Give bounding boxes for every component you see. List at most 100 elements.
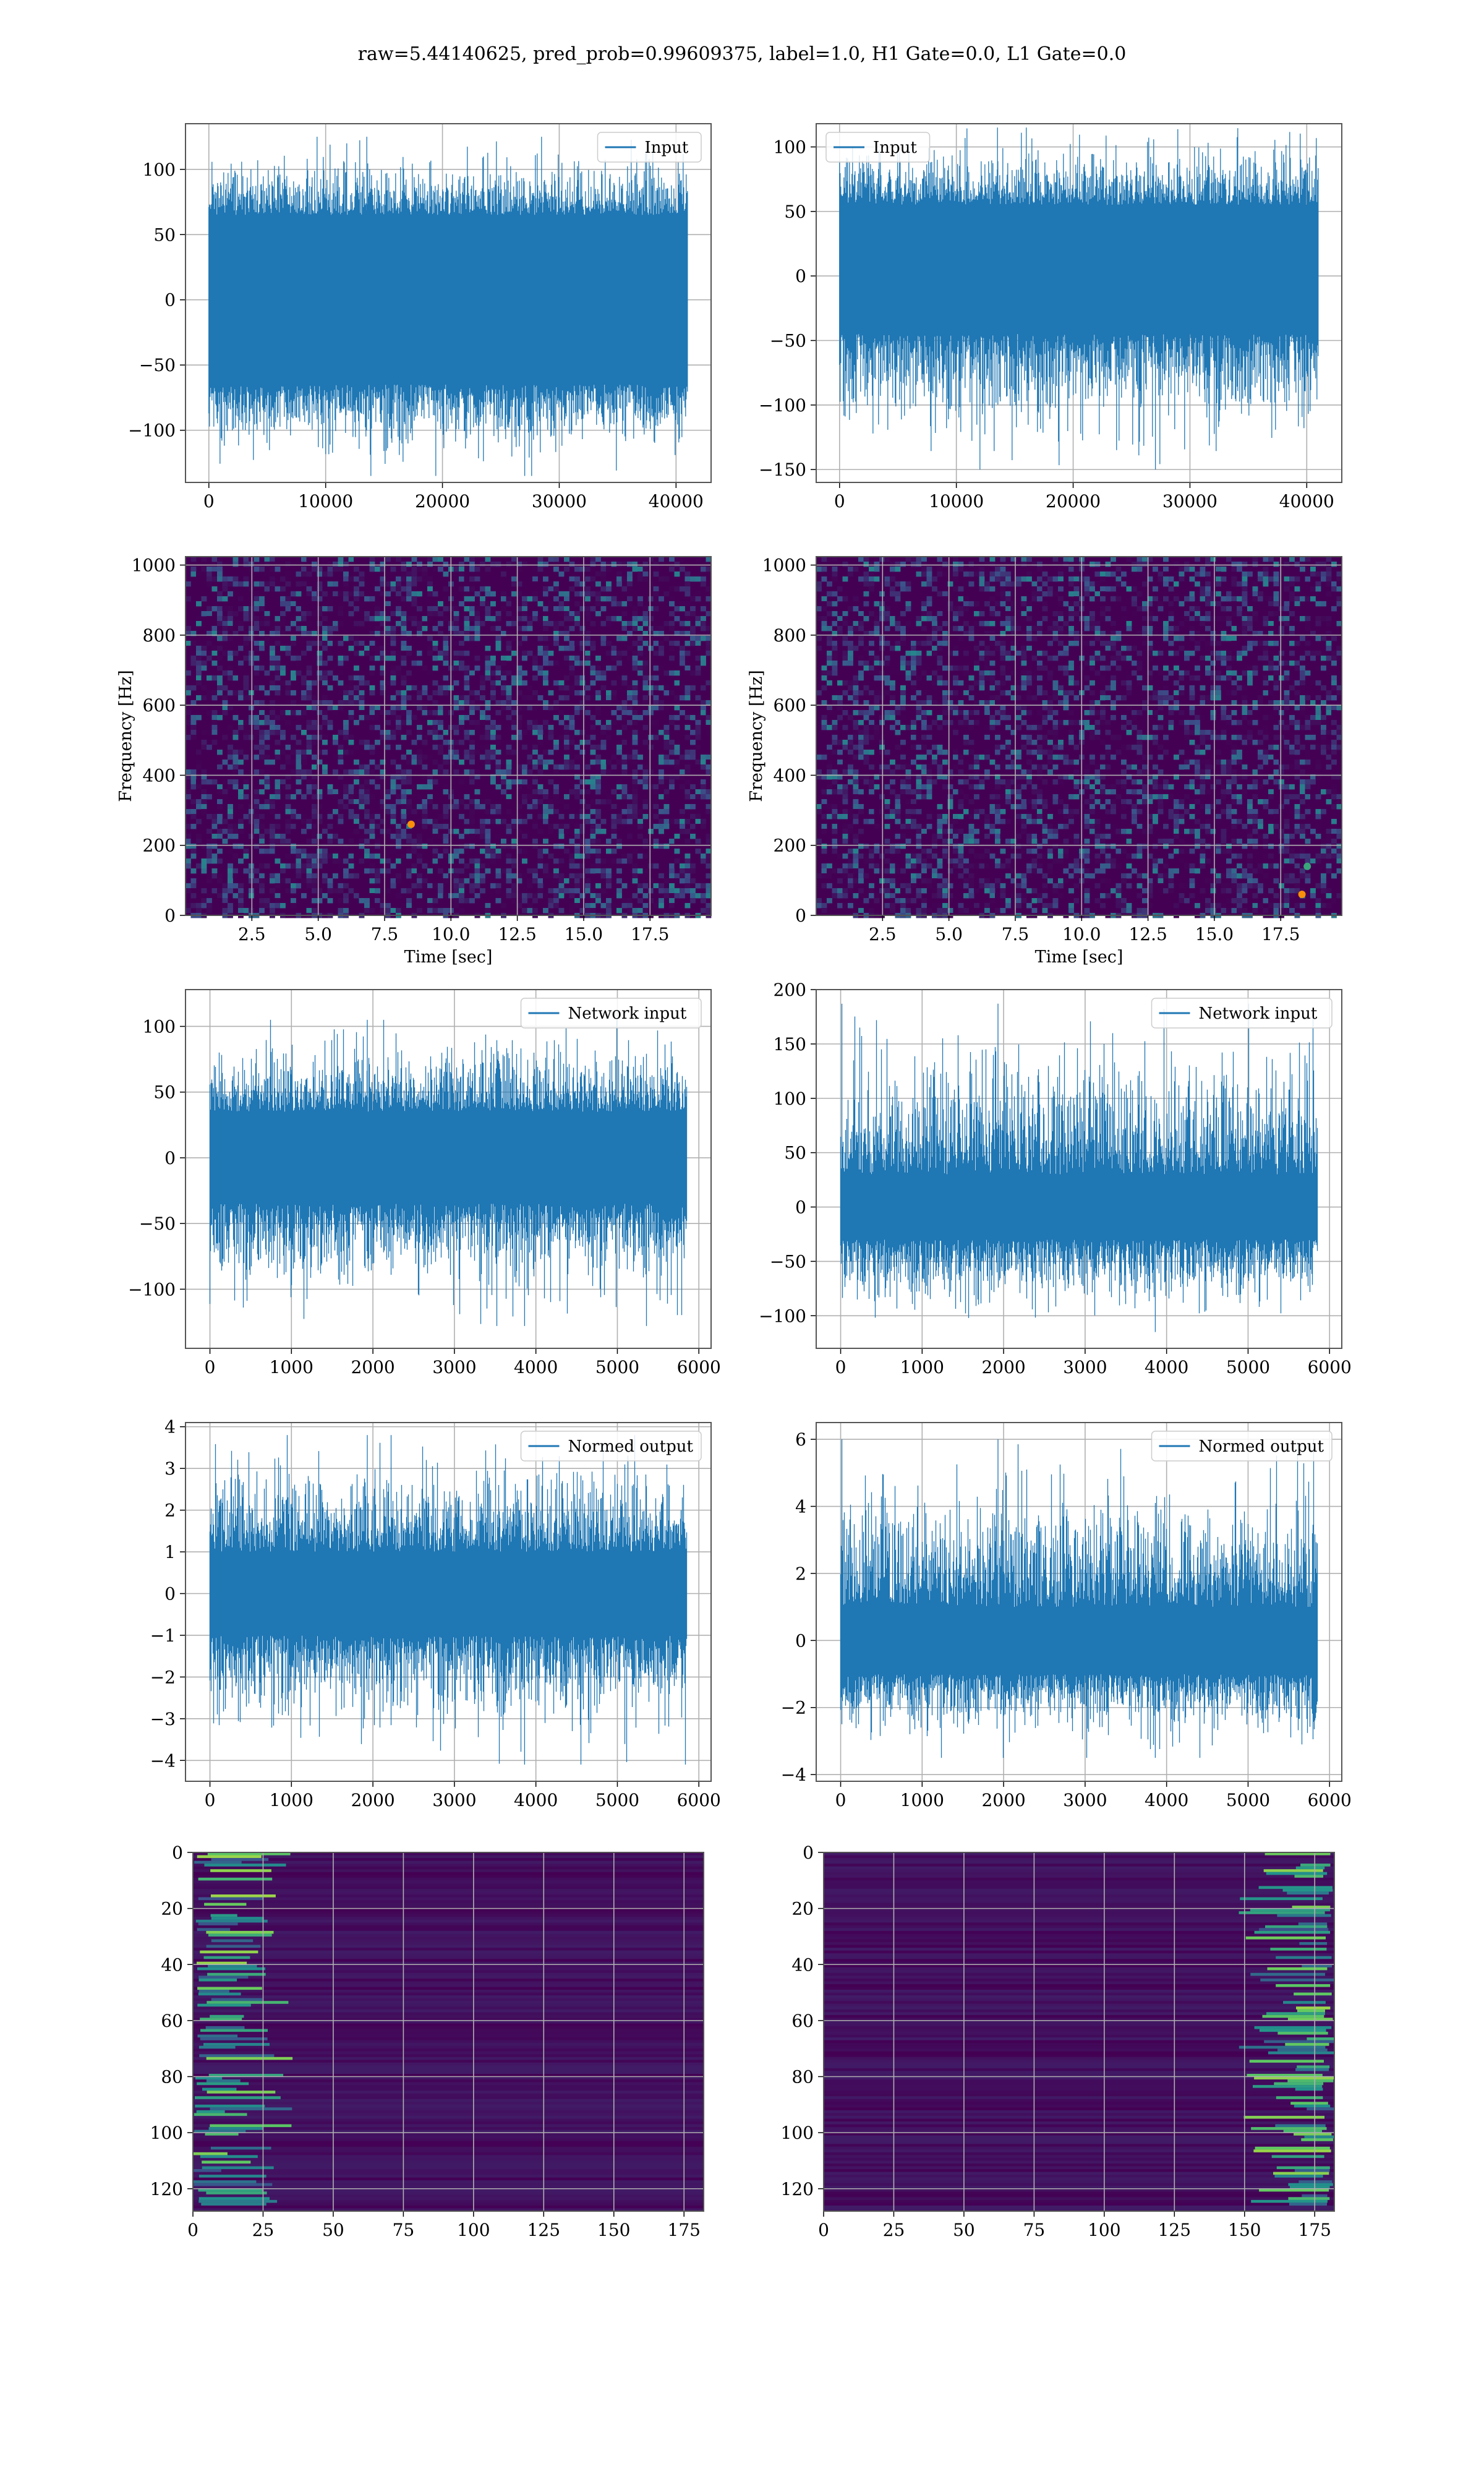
spectrogram-cell [327,725,333,730]
spectrogram-cell [1205,571,1211,577]
spectrogram-cell [406,631,412,636]
spectrogram-cell [312,858,317,864]
spectrogram-cell [270,656,275,661]
spectrogram-cell [1047,670,1053,676]
spectrogram-cell [264,611,270,617]
spectrogram-cell [574,581,580,587]
spectrogram-cell [190,849,197,854]
spectrogram-cell [306,839,312,844]
spectrogram-cell [301,631,307,636]
spectrogram-cell [417,794,422,800]
spectrogram-cell [327,581,333,587]
spectrogram-cell [417,755,422,760]
spectrogram-cell [701,908,706,914]
spectrogram-cell [275,824,281,829]
spectrogram-cell [690,898,696,904]
spectrogram-cell [196,908,202,914]
spectrogram-cell [222,651,228,656]
spectrogram-cell [427,888,433,894]
spectrogram-cell [380,799,386,805]
spectrogram-cell [942,571,948,577]
spectrogram-cell [569,873,575,879]
spectrogram-cell [1153,631,1158,636]
spectrogram-cell [306,740,312,745]
spectrogram-cell [522,601,527,607]
spectrogram-cell [222,903,228,909]
spectrogram-cell [1263,606,1269,612]
spectrogram-cell [506,685,512,691]
spectrogram-cell [1336,651,1342,656]
spectrogram-cell [606,690,612,696]
spectrogram-cell [469,606,475,612]
spectrogram-cell [680,774,685,780]
spectrogram-cell [364,591,370,597]
spectrogram-cell [1205,557,1211,562]
spectrogram-cell [527,621,533,627]
spectrogram-cell [196,710,202,716]
spectrogram-cell [438,750,443,755]
spectrogram-cell [632,774,638,780]
spectrogram-cell [558,844,565,849]
spectrogram-cell [516,670,522,676]
spectrogram-cell [1111,626,1116,631]
spectrogram-cell [1105,641,1111,646]
spectrogram-cell [600,829,607,834]
spectrogram-cell [1252,616,1258,622]
spectrogram-cell [837,586,843,592]
spectrogram-cell [569,814,575,820]
spectrogram-cell [406,685,412,691]
spectrogram-cell [701,789,706,795]
spectrogram-cell [264,730,270,735]
spectrogram-cell [464,695,470,701]
spectrogram-cell [1252,581,1258,587]
spectrogram-cell [516,834,522,839]
spectrogram-cell [469,710,475,716]
spectrogram-cell [642,680,649,686]
spectrogram-cell [653,804,659,810]
spectrogram-cell [569,586,575,592]
spectrogram-cell [574,863,580,869]
spectrogram-cell [695,641,701,646]
spectrogram-cell [432,898,438,904]
spectrogram-cell [291,675,296,681]
spectrogram-cell [427,586,433,592]
spectrogram-cell [375,646,380,651]
spectrogram-cell [207,908,212,914]
spectrogram-cell [380,735,386,740]
spectrogram-cell [548,591,554,597]
spectrogram-cell [663,705,670,711]
spectrogram-cell [217,784,223,790]
spectrogram-cell [1105,651,1111,656]
spectrogram-cell [259,567,265,572]
spectrogram-cell [1231,680,1237,686]
spectrogram-cell [579,631,586,636]
spectrogram-cell [301,829,307,834]
spectrogram-cell [196,616,202,622]
spectrogram-cell [1263,581,1269,587]
spectrogram-cell [1210,661,1216,666]
spectrogram-cell [291,656,296,661]
spectrogram-cell [569,562,575,567]
spectrogram-cell [201,675,207,681]
spectrogram-cell [648,631,654,636]
spectrogram-cell [1010,646,1017,651]
spectrogram-cell [275,849,281,854]
spectrogram-cell [1016,685,1021,691]
spectrogram-cell [606,769,612,775]
spectrogram-cell [301,819,307,824]
spectrogram-cell [364,814,370,820]
spectrogram-cell [322,631,328,636]
spectrogram-cell [453,631,459,636]
spectrogram-cell [301,814,307,820]
spectrogram-cell [485,621,491,627]
spectrogram-cell [1216,670,1221,676]
spectrogram-cell [1216,601,1221,607]
spectrogram-cell [338,621,344,627]
spectrogram-cell [338,908,344,914]
spectrogram-cell [401,611,407,617]
spectrogram-cell [1163,576,1169,582]
spectrogram-cell [401,814,407,820]
spectrogram-cell [301,774,307,780]
spectrogram-cell [333,834,338,839]
spectrogram-cell [380,774,386,780]
